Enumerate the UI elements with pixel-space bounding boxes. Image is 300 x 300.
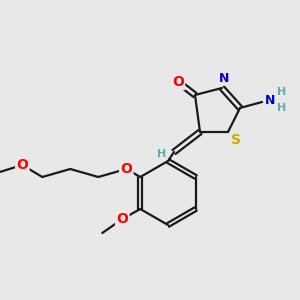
- Text: O: O: [116, 212, 128, 226]
- Text: H: H: [278, 87, 286, 97]
- Text: N: N: [265, 94, 275, 106]
- Text: O: O: [120, 162, 132, 176]
- Text: O: O: [172, 75, 184, 89]
- Text: H: H: [278, 103, 286, 113]
- Text: S: S: [231, 133, 241, 147]
- Text: H: H: [158, 149, 166, 159]
- Text: N: N: [219, 71, 229, 85]
- Text: O: O: [16, 158, 28, 172]
